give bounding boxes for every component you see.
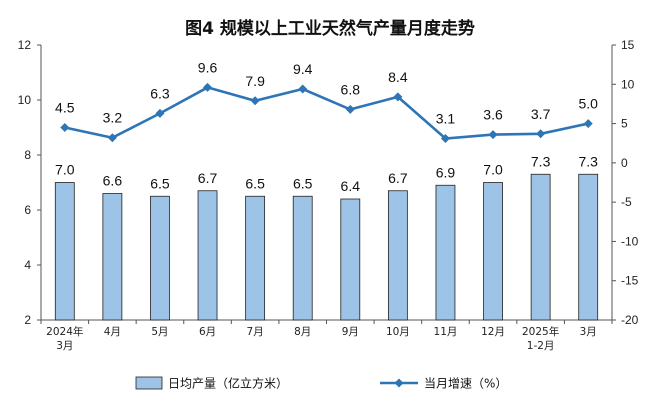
x-tick-label: 2024年 3月 [46, 325, 83, 352]
legend-bar-label: 日均产量（亿立方米） [168, 376, 288, 391]
x-tick-label: 5月 [151, 326, 168, 338]
line-point [488, 130, 498, 140]
line-value-label: 3.7 [531, 106, 551, 122]
line-value-label: 3.6 [483, 107, 503, 123]
bar-value-label: 7.0 [55, 162, 75, 178]
chart-title: 图4 规模以上工业天然气产量月度走势 [185, 18, 475, 39]
line-value-label: 6.3 [150, 85, 170, 101]
line-point [583, 119, 593, 129]
x-tick-label: 4月 [104, 326, 121, 338]
left-tick-label: 12 [18, 38, 32, 52]
line-value-label: 6.8 [341, 81, 361, 97]
bar-value-label: 6.7 [198, 170, 218, 186]
bar-value-label: 7.3 [531, 153, 551, 169]
x-tick-label: 3月 [580, 326, 597, 338]
right-tick-label: 15 [621, 38, 635, 52]
left-tick-label: 4 [24, 258, 31, 272]
line-path [64, 86, 589, 140]
bar-value-label: 6.5 [293, 175, 313, 191]
x-tick-label: 10月 [386, 326, 410, 338]
line-value-label: 4.5 [55, 100, 75, 116]
right-tick-label: -20 [621, 313, 639, 327]
bar-value-label: 6.9 [436, 164, 456, 180]
bar-value-label: 7.0 [483, 162, 503, 178]
bar-value-label: 7.3 [578, 153, 598, 169]
right-tick-label: 0 [621, 156, 628, 170]
x-tick-label: 8月 [294, 326, 311, 338]
legend: 日均产量（亿立方米） 当月增速（%） [135, 376, 507, 391]
line-point [393, 92, 403, 102]
bar-value-label: 6.5 [245, 175, 265, 191]
bar [197, 190, 218, 321]
x-tick-label: 6月 [199, 326, 216, 338]
bar-value-label: 6.5 [150, 175, 170, 191]
line-value-label: 3.1 [436, 111, 456, 127]
line-point [60, 123, 70, 132]
line-value-label: 7.9 [245, 73, 265, 89]
line-point [250, 96, 260, 106]
bar [102, 193, 123, 321]
right-tick-label: -10 [621, 234, 639, 248]
line-point [298, 84, 308, 94]
right-tick-label: 5 [621, 117, 628, 131]
left-tick-label: 10 [18, 93, 32, 107]
line-point [203, 82, 213, 92]
bar [340, 198, 361, 321]
left-tick-label: 6 [24, 203, 31, 217]
line-value-label: 8.4 [388, 69, 408, 85]
x-tick-label: 7月 [247, 326, 264, 338]
x-tick-label: 12月 [481, 326, 505, 338]
bar [245, 195, 266, 321]
line-value-label: 5.0 [578, 96, 598, 112]
bar [530, 173, 551, 321]
bar [578, 173, 599, 321]
line-point [107, 133, 117, 143]
right-tick-label: -15 [621, 274, 639, 288]
x-tick-label: 9月 [342, 326, 359, 338]
line-value-label: 3.2 [103, 110, 123, 126]
right-tick-label: -5 [621, 195, 632, 209]
bar-value-label: 6.7 [388, 170, 408, 186]
legend-line-label: 当月增速（%） [424, 377, 507, 391]
bar [54, 182, 75, 321]
line-series [60, 82, 593, 143]
line-point [345, 104, 355, 114]
legend-line-marker [394, 378, 404, 388]
left-tick-label: 2 [24, 313, 31, 327]
line-point [440, 134, 450, 143]
bar [292, 195, 313, 321]
bar [387, 190, 408, 321]
legend-bar-swatch [135, 376, 163, 390]
x-tick-label: 2025年 1-2月 [522, 325, 559, 352]
bar [435, 184, 456, 321]
line-value-label: 9.4 [293, 61, 313, 77]
line-value-label: 9.6 [198, 59, 218, 75]
left-tick-label: 8 [24, 148, 31, 162]
bar [483, 182, 503, 321]
line-point [536, 129, 546, 139]
data-labels: 7.0 6.6 6.5 6.7 6.5 6.5 6.4 6.7 6.9 7.0 7.3 7.3 4.5 3… [55, 59, 598, 194]
x-tick-label: 11月 [434, 326, 458, 338]
bar-value-label: 6.4 [341, 178, 361, 194]
axes: 2 4 6 8 10 12 -20 -15 -10 -5 0 5 10 15 2024年 3月 4月 5月 6月 7月… [18, 38, 639, 352]
right-tick-label: 10 [621, 77, 635, 91]
bar-value-label: 6.6 [103, 173, 123, 189]
bar [150, 195, 170, 321]
bar-series [54, 173, 599, 321]
line-point [155, 108, 165, 118]
